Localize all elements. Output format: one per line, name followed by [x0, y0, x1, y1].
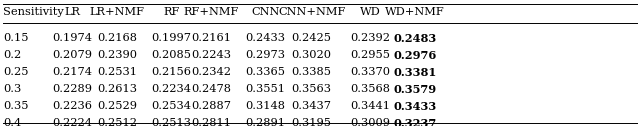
- Text: 0.2887: 0.2887: [191, 101, 231, 112]
- Text: 0.3568: 0.3568: [350, 84, 390, 94]
- Text: 0.2811: 0.2811: [191, 118, 231, 126]
- Text: 0.3195: 0.3195: [292, 118, 332, 126]
- Text: 0.2483: 0.2483: [393, 33, 436, 44]
- Text: 0.2085: 0.2085: [152, 50, 191, 60]
- Text: Sensitivity: Sensitivity: [3, 7, 64, 17]
- Text: 0.2243: 0.2243: [191, 50, 231, 60]
- Text: 0.3437: 0.3437: [292, 101, 332, 112]
- Text: 0.3009: 0.3009: [350, 118, 390, 126]
- Text: 0.2: 0.2: [3, 50, 22, 60]
- Text: 0.2174: 0.2174: [52, 67, 92, 77]
- Text: 0.2891: 0.2891: [246, 118, 285, 126]
- Text: 0.2425: 0.2425: [292, 33, 332, 43]
- Text: 0.3237: 0.3237: [393, 118, 436, 126]
- Text: CNN+NMF: CNN+NMF: [278, 7, 346, 17]
- Text: 0.3563: 0.3563: [292, 84, 332, 94]
- Text: 0.3441: 0.3441: [350, 101, 390, 112]
- Text: 0.2224: 0.2224: [52, 118, 92, 126]
- Text: 0.2168: 0.2168: [97, 33, 137, 43]
- Text: 0.2156: 0.2156: [152, 67, 191, 77]
- Text: WD: WD: [360, 7, 380, 17]
- Text: 0.15: 0.15: [3, 33, 29, 43]
- Text: 0.2955: 0.2955: [350, 50, 390, 60]
- Text: 0.2433: 0.2433: [246, 33, 285, 43]
- Text: 0.3579: 0.3579: [393, 84, 436, 95]
- Text: 0.35: 0.35: [3, 101, 29, 112]
- Text: 0.2513: 0.2513: [152, 118, 191, 126]
- Text: 0.3: 0.3: [3, 84, 22, 94]
- Text: 0.2161: 0.2161: [191, 33, 231, 43]
- Text: CNN: CNN: [252, 7, 280, 17]
- Text: 0.2390: 0.2390: [97, 50, 137, 60]
- Text: 0.2512: 0.2512: [97, 118, 137, 126]
- Text: 0.3381: 0.3381: [393, 67, 436, 78]
- Text: 0.2236: 0.2236: [52, 101, 92, 112]
- Text: RF: RF: [163, 7, 180, 17]
- Text: 0.2529: 0.2529: [97, 101, 137, 112]
- Text: 0.2613: 0.2613: [97, 84, 137, 94]
- Text: 0.3020: 0.3020: [292, 50, 332, 60]
- Text: 0.2531: 0.2531: [97, 67, 137, 77]
- Text: RF+NMF: RF+NMF: [184, 7, 239, 17]
- Text: 0.25: 0.25: [3, 67, 29, 77]
- Text: 0.3551: 0.3551: [246, 84, 285, 94]
- Text: 0.2478: 0.2478: [191, 84, 231, 94]
- Text: 0.2342: 0.2342: [191, 67, 231, 77]
- Text: 0.2534: 0.2534: [152, 101, 191, 112]
- Text: 0.1997: 0.1997: [152, 33, 191, 43]
- Text: 0.2289: 0.2289: [52, 84, 92, 94]
- Text: 0.3370: 0.3370: [350, 67, 390, 77]
- Text: 0.1974: 0.1974: [52, 33, 92, 43]
- Text: 0.3148: 0.3148: [246, 101, 285, 112]
- Text: 0.2079: 0.2079: [52, 50, 92, 60]
- Text: 0.2234: 0.2234: [152, 84, 191, 94]
- Text: 0.3385: 0.3385: [292, 67, 332, 77]
- Text: 0.2392: 0.2392: [350, 33, 390, 43]
- Text: WD+NMF: WD+NMF: [385, 7, 445, 17]
- Text: LR: LR: [65, 7, 81, 17]
- Text: 0.2976: 0.2976: [393, 50, 436, 61]
- Text: 0.2973: 0.2973: [246, 50, 285, 60]
- Text: LR+NMF: LR+NMF: [90, 7, 145, 17]
- Text: 0.3365: 0.3365: [246, 67, 285, 77]
- Text: 0.4: 0.4: [3, 118, 22, 126]
- Text: 0.3433: 0.3433: [393, 101, 436, 112]
